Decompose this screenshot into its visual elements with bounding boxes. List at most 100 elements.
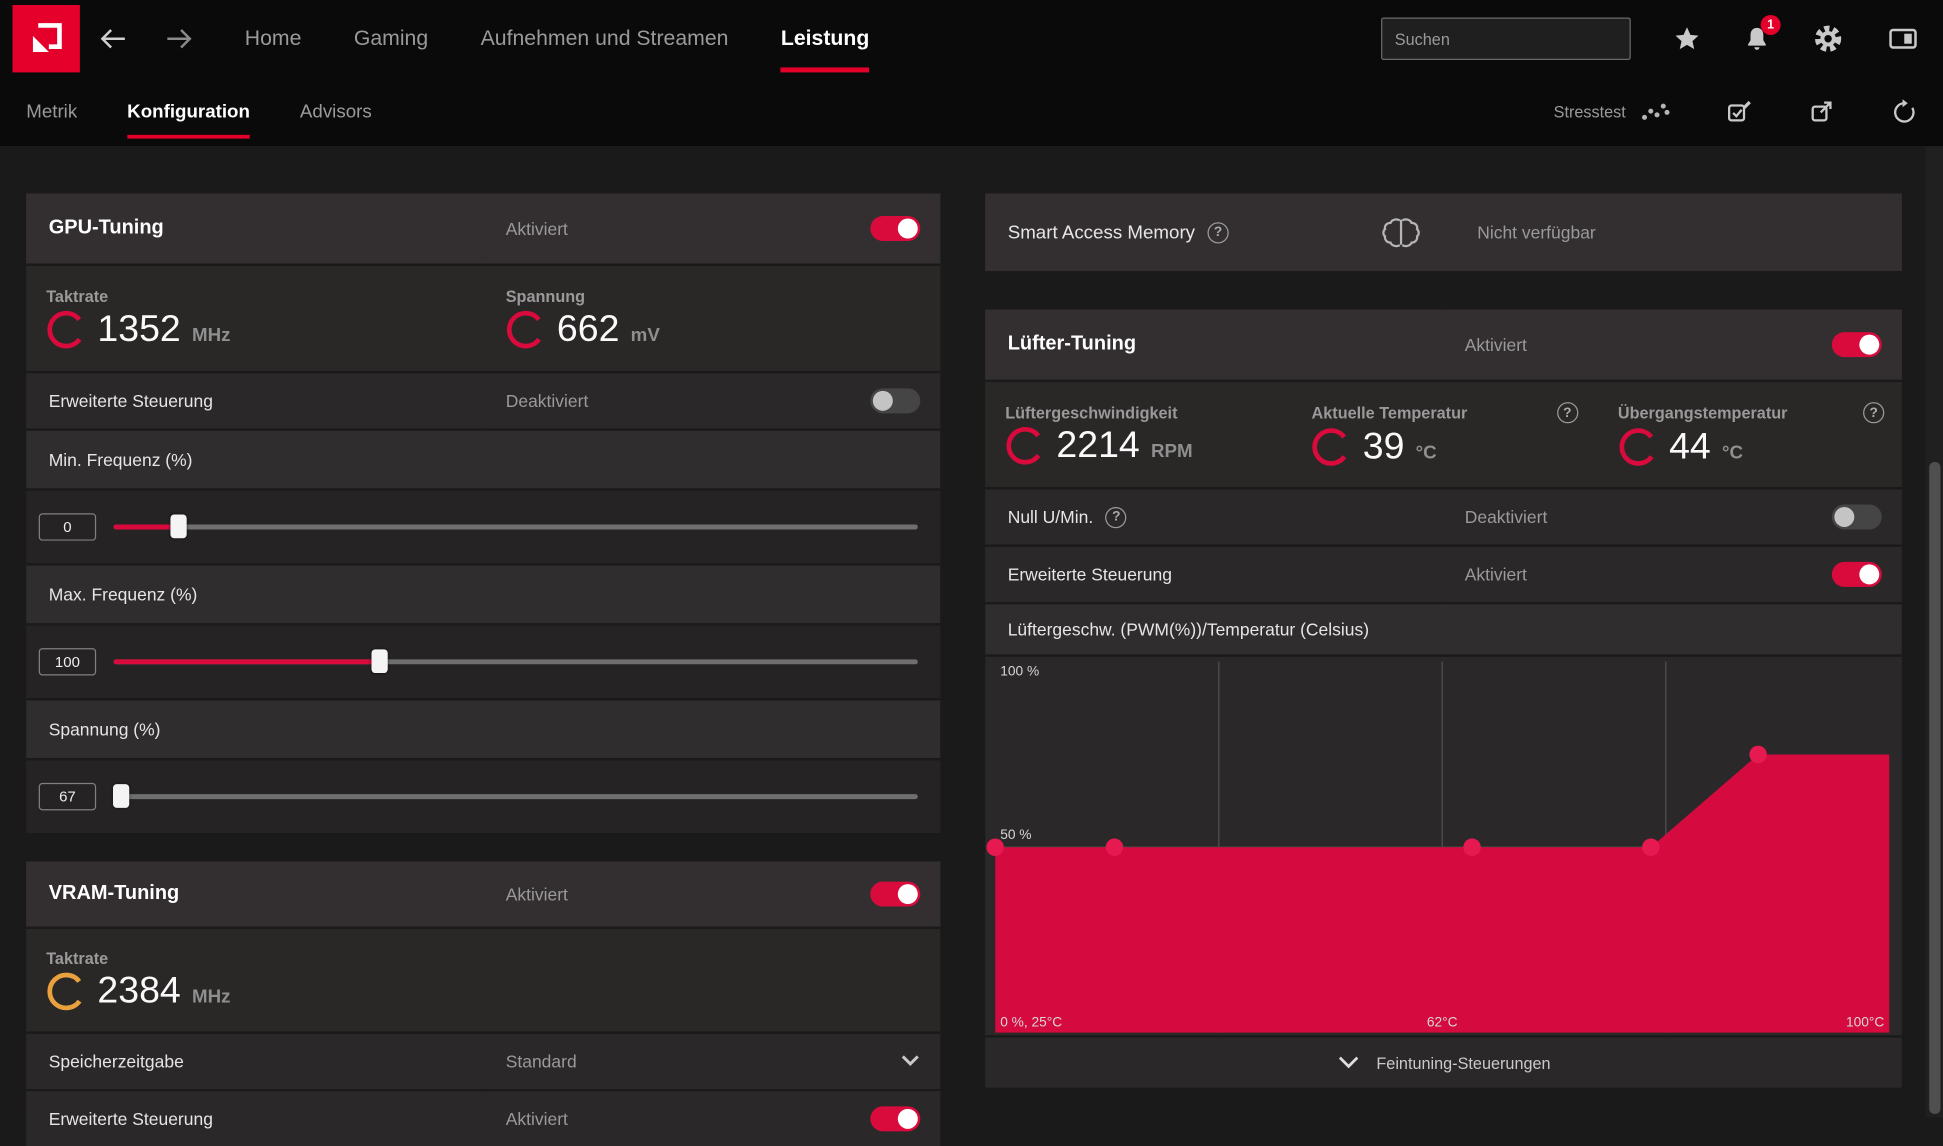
fan-curve-point[interactable] — [1749, 746, 1766, 764]
nav-item-performance[interactable]: Leistung — [781, 0, 869, 77]
fan-curve-point[interactable] — [1106, 838, 1123, 856]
gpu-stats-row: Taktrate 1352 MHz Spannung — [26, 266, 940, 371]
tuning-content: GPU-Tuning Aktiviert Taktrate 1352 MHz — [0, 146, 1943, 1117]
voltage-slider[interactable] — [114, 794, 918, 799]
max-frequency-label: Max. Frequenz (%) — [26, 566, 940, 623]
max-frequency-slider[interactable] — [114, 659, 918, 664]
fan-curve-plot[interactable]: 100 % 50 % 0 %, 25°C 62°C 100°C — [995, 662, 1889, 1033]
vram-tuning-toggle[interactable] — [870, 882, 920, 907]
amd-logo[interactable] — [12, 5, 79, 72]
gpu-voltage-label: Spannung — [506, 287, 585, 306]
zero-rpm-toggle[interactable] — [1832, 504, 1882, 529]
favorites-button[interactable] — [1673, 25, 1700, 52]
current-temp-help-icon[interactable]: ? — [1557, 402, 1578, 423]
gpu-voltage-unit: mV — [631, 325, 660, 350]
back-arrow-icon[interactable] — [97, 24, 129, 54]
voltage-slider-row: 67 — [26, 760, 940, 832]
stresstest-button[interactable]: Stresstest — [1554, 99, 1671, 124]
slider-handle[interactable] — [170, 514, 186, 538]
junction-temp-value: 44 — [1669, 428, 1711, 465]
chevron-down-icon — [898, 1053, 923, 1070]
slider-handle[interactable] — [114, 784, 130, 808]
gpu-clock-label: Taktrate — [46, 287, 108, 306]
fan-tuning-toggle[interactable] — [1832, 332, 1882, 357]
edit-profile-icon[interactable] — [1726, 98, 1753, 125]
fan-tuning-status: Aktiviert — [1465, 335, 1527, 355]
min-frequency-value-box[interactable]: 0 — [39, 513, 96, 540]
fan-curve-svg — [995, 662, 1889, 1033]
account-card-icon — [1886, 24, 1921, 54]
fan-advanced-toggle[interactable] — [1832, 562, 1882, 587]
fine-tuning-expander[interactable]: Feintuning-Steuerungen — [985, 1038, 1902, 1088]
vram-timing-dropdown[interactable]: Standard — [486, 1034, 941, 1089]
tab-konfiguration[interactable]: Konfiguration — [127, 77, 250, 146]
sam-label: Smart Access Memory — [1005, 222, 1195, 243]
forward-arrow-icon[interactable] — [162, 24, 194, 54]
tab-metrik[interactable]: Metrik — [26, 77, 77, 146]
fan-speed-label: Lüftergeschwindigkeit — [1005, 403, 1177, 422]
scrollbar[interactable] — [1925, 146, 1942, 1117]
min-frequency-slider[interactable] — [114, 524, 918, 529]
stresstest-label: Stresstest — [1554, 102, 1626, 121]
performance-subnav: Metrik Konfiguration Advisors Stresstest — [0, 77, 1943, 146]
fan-advanced-row: Erweiterte Steuerung Aktiviert — [985, 547, 1902, 602]
scrollbar-thumb[interactable] — [1929, 462, 1940, 1114]
gpu-clock-value: 1352 — [97, 311, 180, 348]
fan-speed-unit: RPM — [1151, 441, 1193, 466]
gauge-icon — [1005, 426, 1045, 466]
gauge-icon — [1618, 427, 1658, 467]
zero-rpm-row: Null U/Min. ? Deaktiviert — [985, 489, 1902, 544]
fan-curve-point[interactable] — [1463, 838, 1480, 856]
junction-temp-help-icon[interactable]: ? — [1863, 402, 1884, 423]
fan-speed-value: 2214 — [1056, 427, 1139, 464]
max-frequency-value-box[interactable]: 100 — [39, 648, 96, 675]
stresstest-icon — [1641, 99, 1671, 124]
fan-tuning-card: Lüfter-Tuning Aktiviert Lüftergeschwindi… — [985, 310, 1902, 1088]
tab-advisors[interactable]: Advisors — [300, 77, 372, 146]
gpu-tuning-toggle[interactable] — [870, 216, 920, 241]
slider-handle[interactable] — [371, 649, 387, 673]
max-frequency-slider-row: 100 — [26, 626, 940, 698]
gpu-tuning-header-row: GPU-Tuning Aktiviert — [26, 194, 940, 264]
vram-clock-value: 2384 — [97, 973, 180, 1010]
account-button[interactable] — [1886, 24, 1921, 54]
fan-curve-point[interactable] — [986, 838, 1003, 856]
brain-icon — [1380, 216, 1422, 248]
fine-tuning-label: Feintuning-Steuerungen — [1376, 1053, 1550, 1072]
junction-temp-unit: °C — [1722, 442, 1743, 467]
export-profile-icon[interactable] — [1808, 98, 1835, 125]
reset-icon[interactable] — [1891, 98, 1918, 125]
sam-status: Nicht verfügbar — [1477, 222, 1596, 242]
fan-advanced-label: Erweiterte Steuerung — [985, 547, 1442, 602]
vram-advanced-toggle[interactable] — [870, 1106, 920, 1131]
fan-tuning-header-row: Lüfter-Tuning Aktiviert — [985, 310, 1902, 380]
current-temp-unit: °C — [1416, 442, 1437, 467]
fan-curve-point[interactable] — [1642, 838, 1659, 856]
vram-timing-label: Speicherzeitgabe — [26, 1034, 483, 1089]
notifications-button[interactable]: 1 — [1743, 24, 1770, 54]
voltage-value-box[interactable]: 67 — [39, 783, 96, 810]
sam-help-icon[interactable]: ? — [1208, 222, 1229, 243]
app-window: Home Gaming Aufnehmen und Streamen Leist… — [0, 0, 1943, 1118]
gpu-clock-unit: MHz — [192, 325, 230, 350]
nav-item-home[interactable]: Home — [245, 0, 302, 77]
vram-clock-unit: MHz — [192, 986, 230, 1011]
vram-advanced-label: Erweiterte Steuerung — [26, 1091, 483, 1146]
search-input[interactable] — [1382, 29, 1627, 48]
current-temp-value: 39 — [1363, 428, 1405, 465]
vram-tuning-header-row: VRAM-Tuning Aktiviert — [26, 862, 940, 927]
vram-tuning-title: VRAM-Tuning — [26, 862, 483, 927]
zero-rpm-help-icon[interactable]: ? — [1106, 506, 1127, 527]
vram-timing-value: Standard — [506, 1051, 577, 1071]
current-temp-label: Aktuelle Temperatur — [1312, 403, 1468, 422]
gear-icon — [1813, 24, 1843, 54]
nav-item-record-stream[interactable]: Aufnehmen und Streamen — [481, 0, 729, 77]
nav-item-gaming[interactable]: Gaming — [354, 0, 428, 77]
vram-timing-row: Speicherzeitgabe Standard — [26, 1034, 940, 1089]
gpu-advanced-toggle[interactable] — [870, 388, 920, 413]
gauge-icon — [506, 310, 546, 350]
vram-tuning-card: VRAM-Tuning Aktiviert Taktrate 2384 MHz … — [26, 862, 940, 1146]
search-box — [1381, 17, 1631, 59]
gauge-icon — [1312, 427, 1352, 467]
settings-button[interactable] — [1813, 24, 1843, 54]
